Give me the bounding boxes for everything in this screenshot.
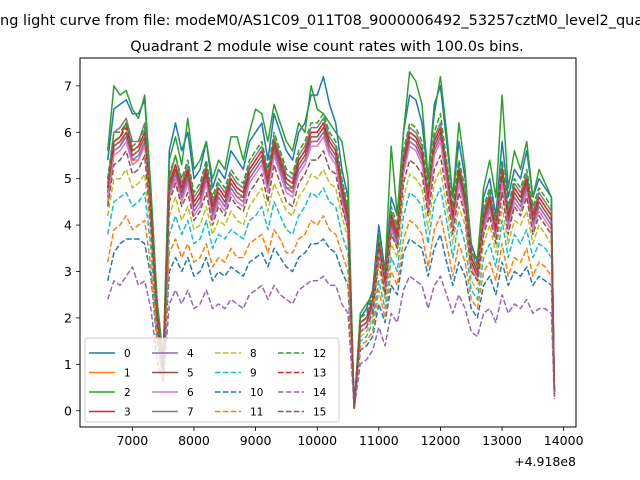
series-line-10 <box>106 233 556 410</box>
y-tick-label: 1 <box>64 357 72 372</box>
legend-label-8: 8 <box>250 348 257 360</box>
legend-label-6: 6 <box>187 387 194 399</box>
legend-label-4: 4 <box>187 348 194 360</box>
plot-frame <box>79 57 577 428</box>
y-tick-label: 5 <box>64 171 72 186</box>
y-axis: 0 1 2 3 4 5 6 7 <box>64 78 80 418</box>
legend-label-15: 15 <box>313 407 326 419</box>
series-line-9 <box>106 187 556 410</box>
y-tick-label: 7 <box>64 78 72 93</box>
legend-label-9: 9 <box>250 368 257 380</box>
legend-label-3: 3 <box>124 407 131 419</box>
y-tick-label: 4 <box>64 218 72 233</box>
x-tick-label: 13000 <box>482 433 522 448</box>
series-line-11 <box>106 215 556 410</box>
x-offset-label: +4.918e8 <box>514 454 576 469</box>
y-tick-label: 2 <box>64 310 72 325</box>
legend-label-12: 12 <box>313 348 326 360</box>
legend-label-2: 2 <box>124 387 131 399</box>
legend-box <box>84 337 340 423</box>
x-tick-label: 11000 <box>359 433 399 448</box>
legend-label-11: 11 <box>250 407 263 419</box>
series-line-14 <box>106 266 556 410</box>
series-line-13 <box>106 122 556 410</box>
legend-label-1: 1 <box>124 368 131 380</box>
series-line-12 <box>106 112 556 410</box>
x-tick-label: 7000 <box>116 433 148 448</box>
y-tick-label: 6 <box>64 125 72 140</box>
legend-label-0: 0 <box>124 348 131 360</box>
y-tick-label: 3 <box>64 264 72 279</box>
series-line-6 <box>106 136 556 410</box>
series-line-8 <box>106 168 556 410</box>
series-layer <box>106 71 556 410</box>
legend-label-13: 13 <box>313 368 326 380</box>
series-line-2 <box>106 71 556 410</box>
x-axis: 7000 8000 9000 10000 11000 12000 13000 14000 <box>116 427 584 448</box>
x-tick-label: 9000 <box>240 433 272 448</box>
x-tick-label: 10000 <box>297 433 337 448</box>
series-line-15 <box>106 150 556 410</box>
legend-label-7: 7 <box>187 407 194 419</box>
y-tick-label: 0 <box>64 403 72 418</box>
x-tick-label: 8000 <box>178 433 210 448</box>
plot-area <box>79 57 577 428</box>
chart-title: Quadrant 2 module wise count rates with … <box>130 39 524 55</box>
legend-label-5: 5 <box>187 368 194 380</box>
legend-label-14: 14 <box>313 387 327 399</box>
x-tick-label: 12000 <box>421 433 461 448</box>
legend-label-10: 10 <box>250 387 263 399</box>
figure-title: Plotting light curve from file: modeM0/A… <box>0 13 640 29</box>
x-tick-label: 14000 <box>544 433 584 448</box>
